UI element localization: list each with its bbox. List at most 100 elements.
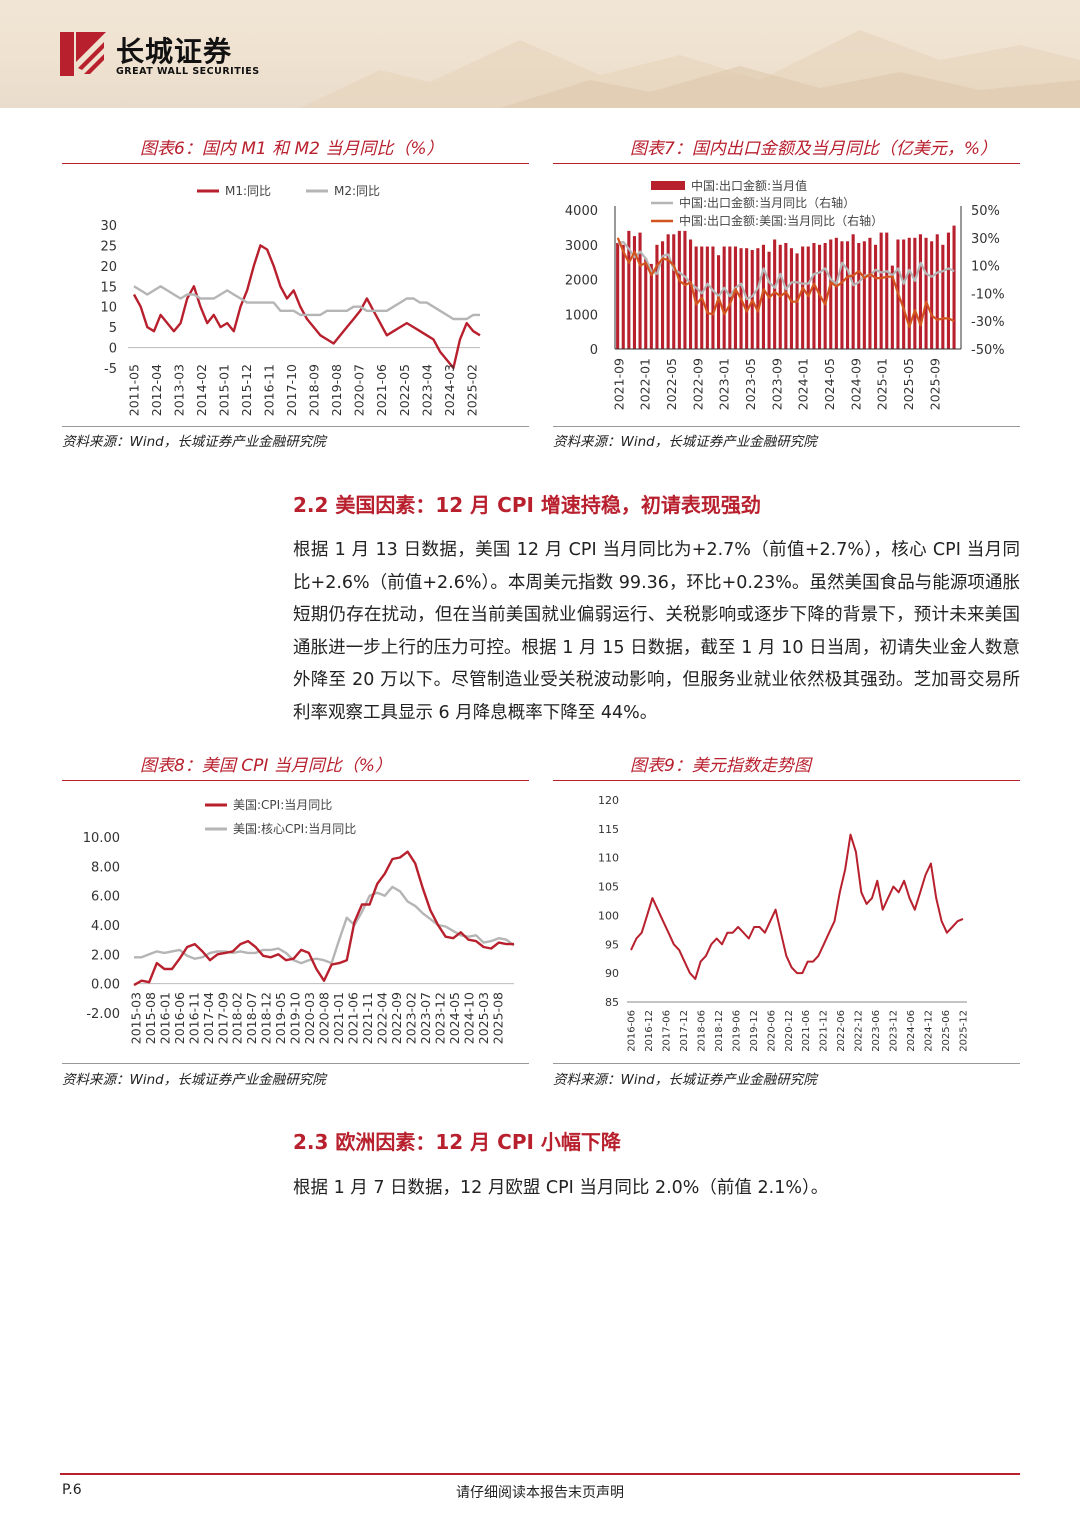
fig9-x-tick-label: 2022-06 <box>836 1010 847 1052</box>
fig7-export-bar <box>868 237 872 349</box>
section-2-2-heading: 2.2 美国因素：12 月 CPI 增速持稳，初请表现强劲 <box>293 493 761 517</box>
fig7-export-bar <box>649 263 653 349</box>
fig9-x-tick-label: 2025-06 <box>941 1010 952 1052</box>
fig7-export-bar <box>722 246 726 349</box>
footer-rule <box>60 1473 1020 1475</box>
fig7-y-right-tick-label: -50% <box>971 343 1005 358</box>
fig6-x-tick-label: 2023-04 <box>419 364 434 416</box>
fig8-x-tick-label: 2020-03 <box>302 992 317 1044</box>
fig7-export-bar <box>711 246 715 349</box>
fig7-export-bar <box>627 230 631 349</box>
fig7-x-tick-label: 2024-09 <box>848 358 863 410</box>
fig7-y-right-tick-label: -10% <box>971 287 1005 302</box>
fig8-x-tick-label: 2016-01 <box>157 992 172 1044</box>
fig7-export-bar <box>924 237 928 349</box>
fig8-x-tick-label: 2021-06 <box>346 992 361 1044</box>
fig9-x-tick-label: 2019-12 <box>749 1010 760 1052</box>
fig7-export-bar <box>851 234 855 349</box>
fig9-top-rule <box>553 780 1020 781</box>
fig6-x-tick-label: 2016-11 <box>262 364 277 416</box>
fig6-bottom-rule <box>62 426 529 427</box>
fig9-x-tick-label: 2020-06 <box>766 1010 777 1052</box>
fig9-x-tick-label: 2019-06 <box>731 1010 742 1052</box>
fig9-x-tick-label: 2017-06 <box>661 1010 672 1052</box>
fig7-export-bar <box>661 241 665 349</box>
fig7-export-bar <box>829 239 833 349</box>
fig7-x-tick-label: 2022-05 <box>664 358 679 410</box>
fig7-x-tick-label: 2023-09 <box>769 358 784 410</box>
fig7-x-tick-label: 2024-01 <box>796 358 811 410</box>
fig9-y-tick-label: 90 <box>605 967 619 980</box>
fig7-y-left-tick-label: 1000 <box>565 308 598 323</box>
fig6-x-tick-label: 2020-07 <box>352 364 367 416</box>
fig7-export-bar <box>632 236 636 349</box>
fig7-export-bar <box>789 248 793 349</box>
fig7-x-tick-label: 2023-01 <box>717 358 732 410</box>
fig6-legend-label: M1:同比 <box>225 184 271 198</box>
fig8-x-tick-label: 2024-10 <box>461 992 476 1044</box>
fig7-export-bar <box>913 237 917 349</box>
fig6-y-tick-label: 20 <box>100 260 117 275</box>
fig9-y-tick-label: 100 <box>598 909 619 922</box>
fig6-x-tick-label: 2025-02 <box>464 364 479 416</box>
fig6-title: 图表6：国内 M1 和 M2 当月同比（%） <box>140 139 444 159</box>
fig8-x-tick-label: 2017-04 <box>201 992 216 1044</box>
fig7-legend-label: 中国:出口金额:美国:当月同比（右轴） <box>679 213 883 228</box>
fig7-export-bar <box>801 246 805 349</box>
fig7-top-rule <box>553 163 1020 164</box>
fig8-legend-label: 美国:CPI:当月同比 <box>233 798 332 812</box>
fig6-source: 资料来源：Wind，长城证券产业金融研究院 <box>62 434 326 450</box>
fig7-export-bar <box>638 232 642 349</box>
fig7-bottom-rule <box>553 426 1020 427</box>
fig7-export-bar <box>767 251 771 349</box>
fig6-x-tick-label: 2018-09 <box>307 364 322 416</box>
fig6-y-tick-label: 0 <box>109 342 117 357</box>
landscape-banner <box>300 30 1080 108</box>
fig6-x-tick-label: 2015-12 <box>239 364 254 416</box>
fig6-x-tick-label: 2021-06 <box>374 364 389 416</box>
fig9-source: 资料来源：Wind，长城证券产业金融研究院 <box>553 1072 817 1088</box>
fig7-export-bar <box>857 243 861 349</box>
fig8-y-tick-label: 2.00 <box>91 948 120 963</box>
fig9-y-tick-label: 120 <box>598 794 619 807</box>
fig6-y-tick-label: 30 <box>100 219 117 234</box>
fig7-legend-swatch <box>651 181 685 190</box>
fig8-x-tick-label: 2018-07 <box>244 992 259 1044</box>
fig7-export-bar <box>773 239 777 349</box>
fig7-x-tick-label: 2024-05 <box>822 358 837 410</box>
fig7-y-left-tick-label: 4000 <box>565 204 598 219</box>
fig7-y-right-tick-label: 30% <box>971 232 1000 247</box>
fig8-x-tick-label: 2025-08 <box>490 992 505 1044</box>
fig9-chart: 120 115 110 105 100 95 90 85 2016-06 2016-12 2017-… <box>598 794 970 1052</box>
section-2-3-body: 根据 1 月 7 日数据，12 月欧盟 CPI 当月同比 2.0%（前值 2.1… <box>293 1178 829 1198</box>
fig9-x-tick-label: 2022-12 <box>854 1010 865 1052</box>
fig7-x-tick-label: 2021-09 <box>611 358 626 410</box>
fig9-x-tick-label: 2023-12 <box>889 1010 900 1052</box>
fig7-export-bar <box>907 237 911 349</box>
fig8-y-tick-label: 8.00 <box>91 860 120 875</box>
fig6-y-tick-label: -5 <box>104 362 117 377</box>
fig7-export-bar <box>846 241 850 349</box>
fig8-x-tick-label: 2021-01 <box>331 992 346 1044</box>
fig9-y-tick-label: 95 <box>605 938 619 951</box>
fig7-export-bar <box>616 243 620 349</box>
fig8-bottom-rule <box>62 1063 529 1064</box>
fig8-x-tick-label: 2019-05 <box>273 992 288 1044</box>
fig6-x-tick-label: 2022-05 <box>397 364 412 416</box>
fig8-x-tick-label: 2019-10 <box>288 992 303 1044</box>
fig7-export-bar <box>823 243 827 349</box>
fig8-x-tick-label: 2015-03 <box>128 992 143 1044</box>
fig6-top-rule <box>62 163 529 164</box>
fig9-x-tick-label: 2024-12 <box>924 1010 935 1052</box>
fig7-export-bar <box>890 265 894 349</box>
fig8-x-tick-label: 2023-02 <box>403 992 418 1044</box>
fig8-title: 图表8：美国 CPI 当月同比（%） <box>140 756 392 776</box>
page-header: 长城证券 GREAT WALL SECURITIES <box>0 0 1080 108</box>
fig7-export-bar <box>728 246 732 349</box>
fig6-y-tick-label: 15 <box>100 280 117 295</box>
fig9-y-tick-label: 85 <box>605 996 619 1009</box>
fig7-export-bar <box>935 234 939 349</box>
fig7-y-left-tick-label: 0 <box>590 343 598 358</box>
fig7-export-bar <box>806 246 810 349</box>
